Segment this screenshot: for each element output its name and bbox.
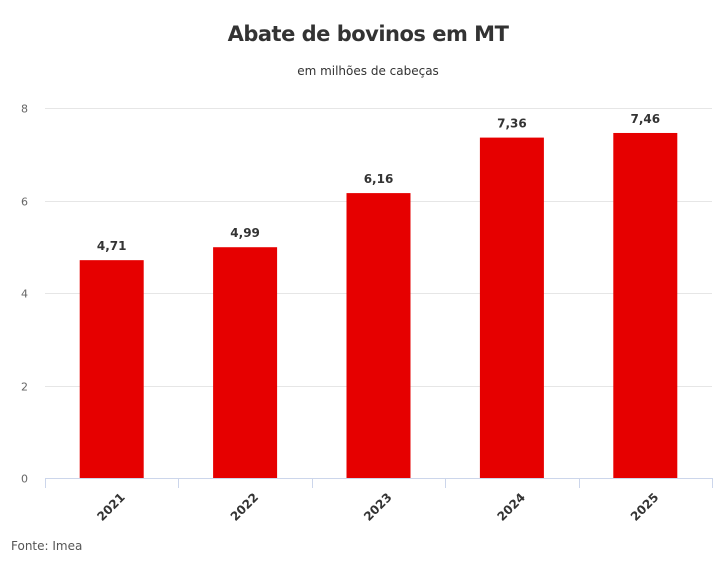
bar-2021 [79, 260, 144, 478]
data-label: 7,46 [630, 112, 660, 126]
bar-2025 [613, 132, 678, 478]
x-tick-label: 2025 [628, 490, 662, 524]
data-label: 6,16 [364, 172, 394, 186]
data-labels: 4,71 4,99 6,16 7,36 7,46 [97, 112, 660, 253]
x-tick-label: 2023 [361, 490, 395, 524]
y-axis-ticks: 0 2 4 6 8 [21, 103, 28, 486]
source-note: Fonte: Imea [11, 539, 83, 553]
chart-title: Abate de bovinos em MT [227, 22, 509, 46]
data-label: 4,71 [97, 239, 127, 253]
y-tick-label: 6 [21, 196, 28, 209]
y-tick-label: 2 [21, 381, 28, 394]
data-label: 7,36 [497, 117, 527, 131]
x-axis-ticks: 2021 2022 2023 2024 2025 [94, 490, 661, 524]
bar-2024 [479, 137, 544, 478]
bars [79, 132, 678, 478]
y-tick-label: 4 [21, 288, 28, 301]
x-axis [45, 478, 713, 488]
y-tick-label: 8 [21, 103, 28, 116]
y-tick-label: 0 [21, 473, 28, 486]
chart-subtitle: em milhões de cabeças [297, 64, 439, 78]
x-tick-label: 2021 [94, 490, 128, 524]
bar-2022 [213, 247, 278, 478]
x-tick-label: 2024 [495, 490, 529, 524]
x-tick-label: 2022 [228, 490, 262, 524]
data-label: 4,99 [230, 226, 260, 240]
bar-2023 [346, 193, 411, 478]
